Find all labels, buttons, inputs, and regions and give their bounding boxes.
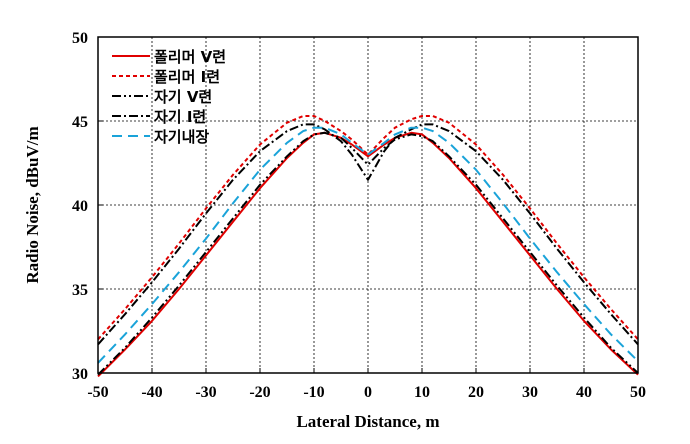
y-axis-title: Radio Noise, dBuV/m <box>23 126 42 283</box>
y-tick-label: 40 <box>72 198 88 215</box>
x-tick-label: -50 <box>87 384 108 401</box>
series-line-4 <box>97 123 639 346</box>
series-line-1 <box>97 131 639 378</box>
legend-label-1: 폴리머 V련 <box>154 48 226 66</box>
x-axis-ticks: -50 -40 -30 -20 -10 0 10 20 30 40 50 <box>87 368 646 401</box>
x-tick-label: 0 <box>364 384 372 401</box>
series-line-3 <box>97 131 639 376</box>
series-line-5 <box>97 126 639 364</box>
y-tick-label: 50 <box>72 30 88 47</box>
legend-label-4: 자기 I련 <box>154 108 206 126</box>
x-tick-label: 10 <box>414 384 430 401</box>
x-tick-label: 40 <box>576 384 592 401</box>
legend-label-5: 자기내장 <box>154 128 209 146</box>
x-tick-label: 20 <box>468 384 484 401</box>
legend-label-3: 자기 V련 <box>154 88 212 106</box>
legend-label-2: 폴리머 I련 <box>154 68 220 86</box>
series-group <box>97 115 639 378</box>
y-tick-label: 30 <box>72 366 88 383</box>
grid <box>98 37 638 373</box>
y-axis-ticks: 30 35 40 45 50 <box>72 30 103 383</box>
x-tick-label: 50 <box>630 384 646 401</box>
x-tick-label: -40 <box>141 384 162 401</box>
x-tick-label: -10 <box>303 384 324 401</box>
y-tick-label: 45 <box>72 114 88 131</box>
x-axis-title: Lateral Distance, m <box>296 412 439 431</box>
x-tick-label: -20 <box>249 384 270 401</box>
series-line-2 <box>97 115 639 341</box>
x-tick-label: -30 <box>195 384 216 401</box>
x-tick-label: 30 <box>522 384 538 401</box>
y-tick-label: 35 <box>72 282 88 299</box>
